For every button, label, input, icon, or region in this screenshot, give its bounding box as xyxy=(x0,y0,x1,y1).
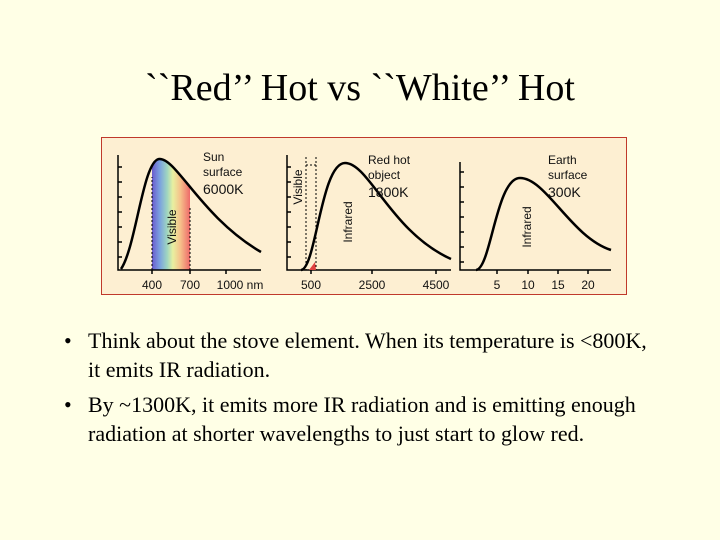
x-tick-label: 500 xyxy=(301,278,321,292)
curve xyxy=(119,157,262,270)
x-tick-label: 1000 nm xyxy=(217,278,264,292)
x-tick-label: 2500 xyxy=(359,278,386,292)
slide-title: ``Red’’ Hot vs ``White’’ Hot xyxy=(145,67,575,109)
panel-2-axes xyxy=(286,155,452,274)
panel-label: Earth surface 300K xyxy=(548,153,588,200)
panel-3-axes xyxy=(459,162,612,274)
curve xyxy=(475,176,612,272)
bullet: By ~1300K, it emits more IR radiation an… xyxy=(64,390,648,448)
band-label: Infrared xyxy=(520,206,534,247)
band-label: Infrared xyxy=(341,201,355,242)
panel-1-axes xyxy=(117,155,262,274)
x-tick-label: 700 xyxy=(180,278,200,292)
x-tick-label: 10 xyxy=(521,278,535,292)
band-label: Visible xyxy=(165,209,179,244)
figure: Sun surface 6000K Visible 400 700 1000 nm … xyxy=(101,137,627,295)
panel-label: Sun surface 6000K xyxy=(203,150,244,197)
panel-label: Red hot object 1800K xyxy=(368,153,411,200)
x-tick-label: 20 xyxy=(581,278,595,292)
bullet-list: Think about the stove element. When its … xyxy=(64,326,648,454)
bullet: Think about the stove element. When its … xyxy=(64,326,648,384)
x-tick-label: 4500 xyxy=(423,278,450,292)
band-label: Visible xyxy=(291,169,305,204)
curve xyxy=(300,161,452,272)
x-tick-label: 15 xyxy=(551,278,565,292)
visible-sliver xyxy=(309,262,316,270)
x-tick-label: 5 xyxy=(494,278,501,292)
x-tick-label: 400 xyxy=(142,278,162,292)
